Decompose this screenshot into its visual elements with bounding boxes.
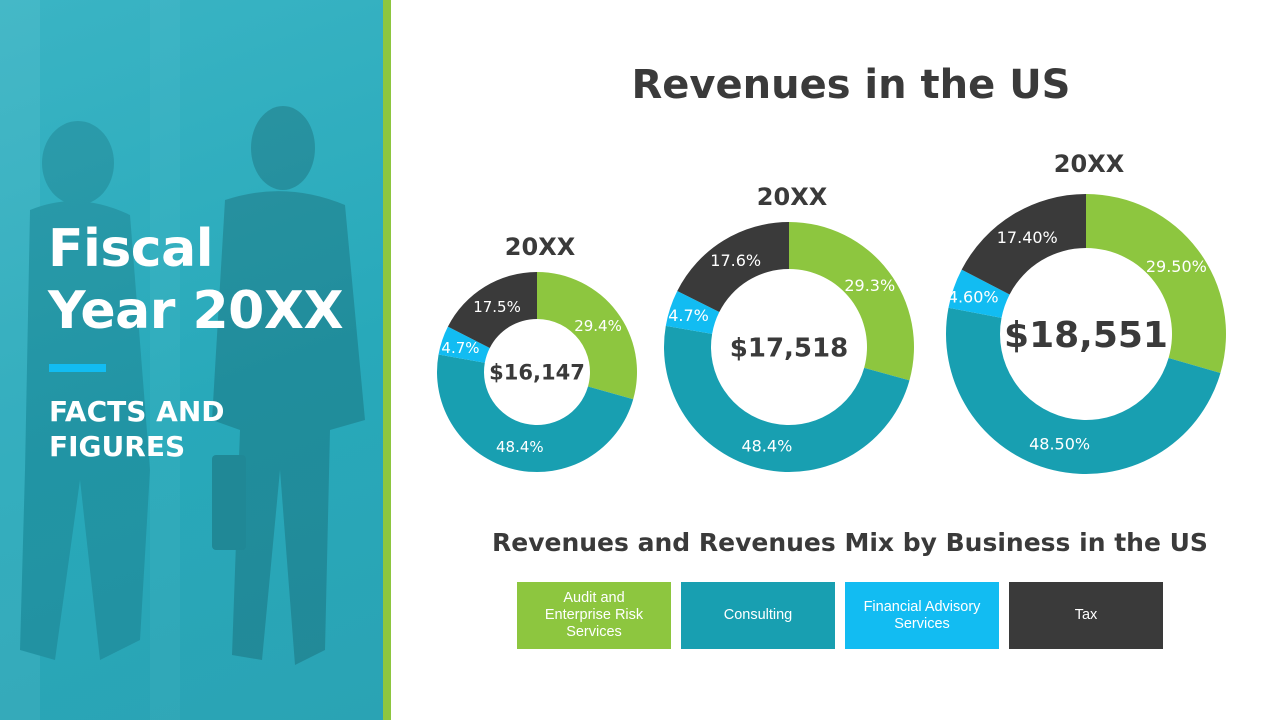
left-panel: Fiscal Year 20XX FACTS AND FIGURES [0, 0, 383, 720]
donut-2-slice-tax [677, 222, 789, 313]
donut-2-slice-financial-advisory [665, 290, 720, 334]
panel-subtitle-line-1: FACTS AND [49, 395, 225, 428]
panel-subtitle-line-2: FIGURES [49, 430, 186, 463]
legend-item-tax: Tax [1009, 582, 1163, 649]
donut-2-label-consulting: 48.4% [741, 437, 792, 456]
panel-subtitle: FACTS AND FIGURES [49, 394, 225, 464]
business-people-photo [0, 0, 365, 720]
donut-chart-3: 29.50% 48.50% 4.60% 17.40% $18,551 20XX [945, 150, 1226, 475]
donut-chart-1: 29.4% 48.4% 4.7% 17.5% $16,147 20XX [437, 233, 637, 472]
chart-title: Revenues in the US [631, 62, 1071, 108]
accent-bar [383, 0, 391, 720]
legend-item-consulting: Consulting [681, 582, 835, 649]
donut-2-label-tax: 17.6% [710, 251, 761, 270]
donut-3-label-audit: 29.50% [1146, 257, 1207, 276]
donut-1-label-tax: 17.5% [473, 298, 521, 316]
panel-title-line-1: Fiscal [48, 219, 214, 279]
donut-3-total: $18,551 [1004, 315, 1168, 356]
donut-2-label-financial-advisory: 4.7% [668, 306, 709, 325]
donut-3-year-label: 20XX [1054, 150, 1125, 178]
donut-1-slice-audit [537, 272, 637, 400]
donut-1-total: $16,147 [489, 361, 585, 385]
panel-title: Fiscal Year 20XX [48, 218, 344, 342]
donut-3-slice-consulting [945, 307, 1221, 475]
donut-1-label-audit: 29.4% [574, 317, 622, 335]
donut-2-total: $17,518 [730, 333, 848, 363]
donut-2-slice-consulting [664, 325, 910, 472]
donut-1-slice-financial-advisory [438, 326, 490, 363]
donut-3-label-financial-advisory: 4.60% [948, 288, 999, 307]
donut-1-year-label: 20XX [505, 233, 576, 261]
donut-2-label-audit: 29.3% [844, 276, 895, 295]
legend-item-financial-advisory: Financial Advisory Services [845, 582, 999, 649]
donut-chart-2: 29.3% 48.4% 4.7% 17.6% $17,518 20XX [664, 183, 914, 472]
donut-3-slice-tax [961, 194, 1086, 295]
donut-2-year-label: 20XX [757, 183, 828, 211]
donut-3-label-consulting: 48.50% [1029, 434, 1090, 453]
chart-subtitle: Revenues and Revenues Mix by Business in… [492, 528, 1208, 557]
panel-title-line-2: Year 20XX [48, 281, 344, 341]
donut-3-slice-audit [1086, 194, 1226, 374]
donut-1-slice-tax [447, 272, 537, 348]
donut-3-label-tax: 17.40% [997, 228, 1058, 247]
donut-1-slice-consulting [437, 354, 634, 472]
legend-item-audit: Audit and Enterprise Risk Services [517, 582, 671, 649]
donut-1-label-consulting: 48.4% [496, 438, 544, 456]
donut-3-slice-financial-advisory [948, 269, 1010, 318]
panel-divider [49, 364, 106, 372]
donut-1-label-financial-advisory: 4.7% [441, 339, 479, 357]
legend: Audit and Enterprise Risk Services Consu… [517, 582, 1163, 649]
donut-2-slice-audit [789, 222, 914, 381]
